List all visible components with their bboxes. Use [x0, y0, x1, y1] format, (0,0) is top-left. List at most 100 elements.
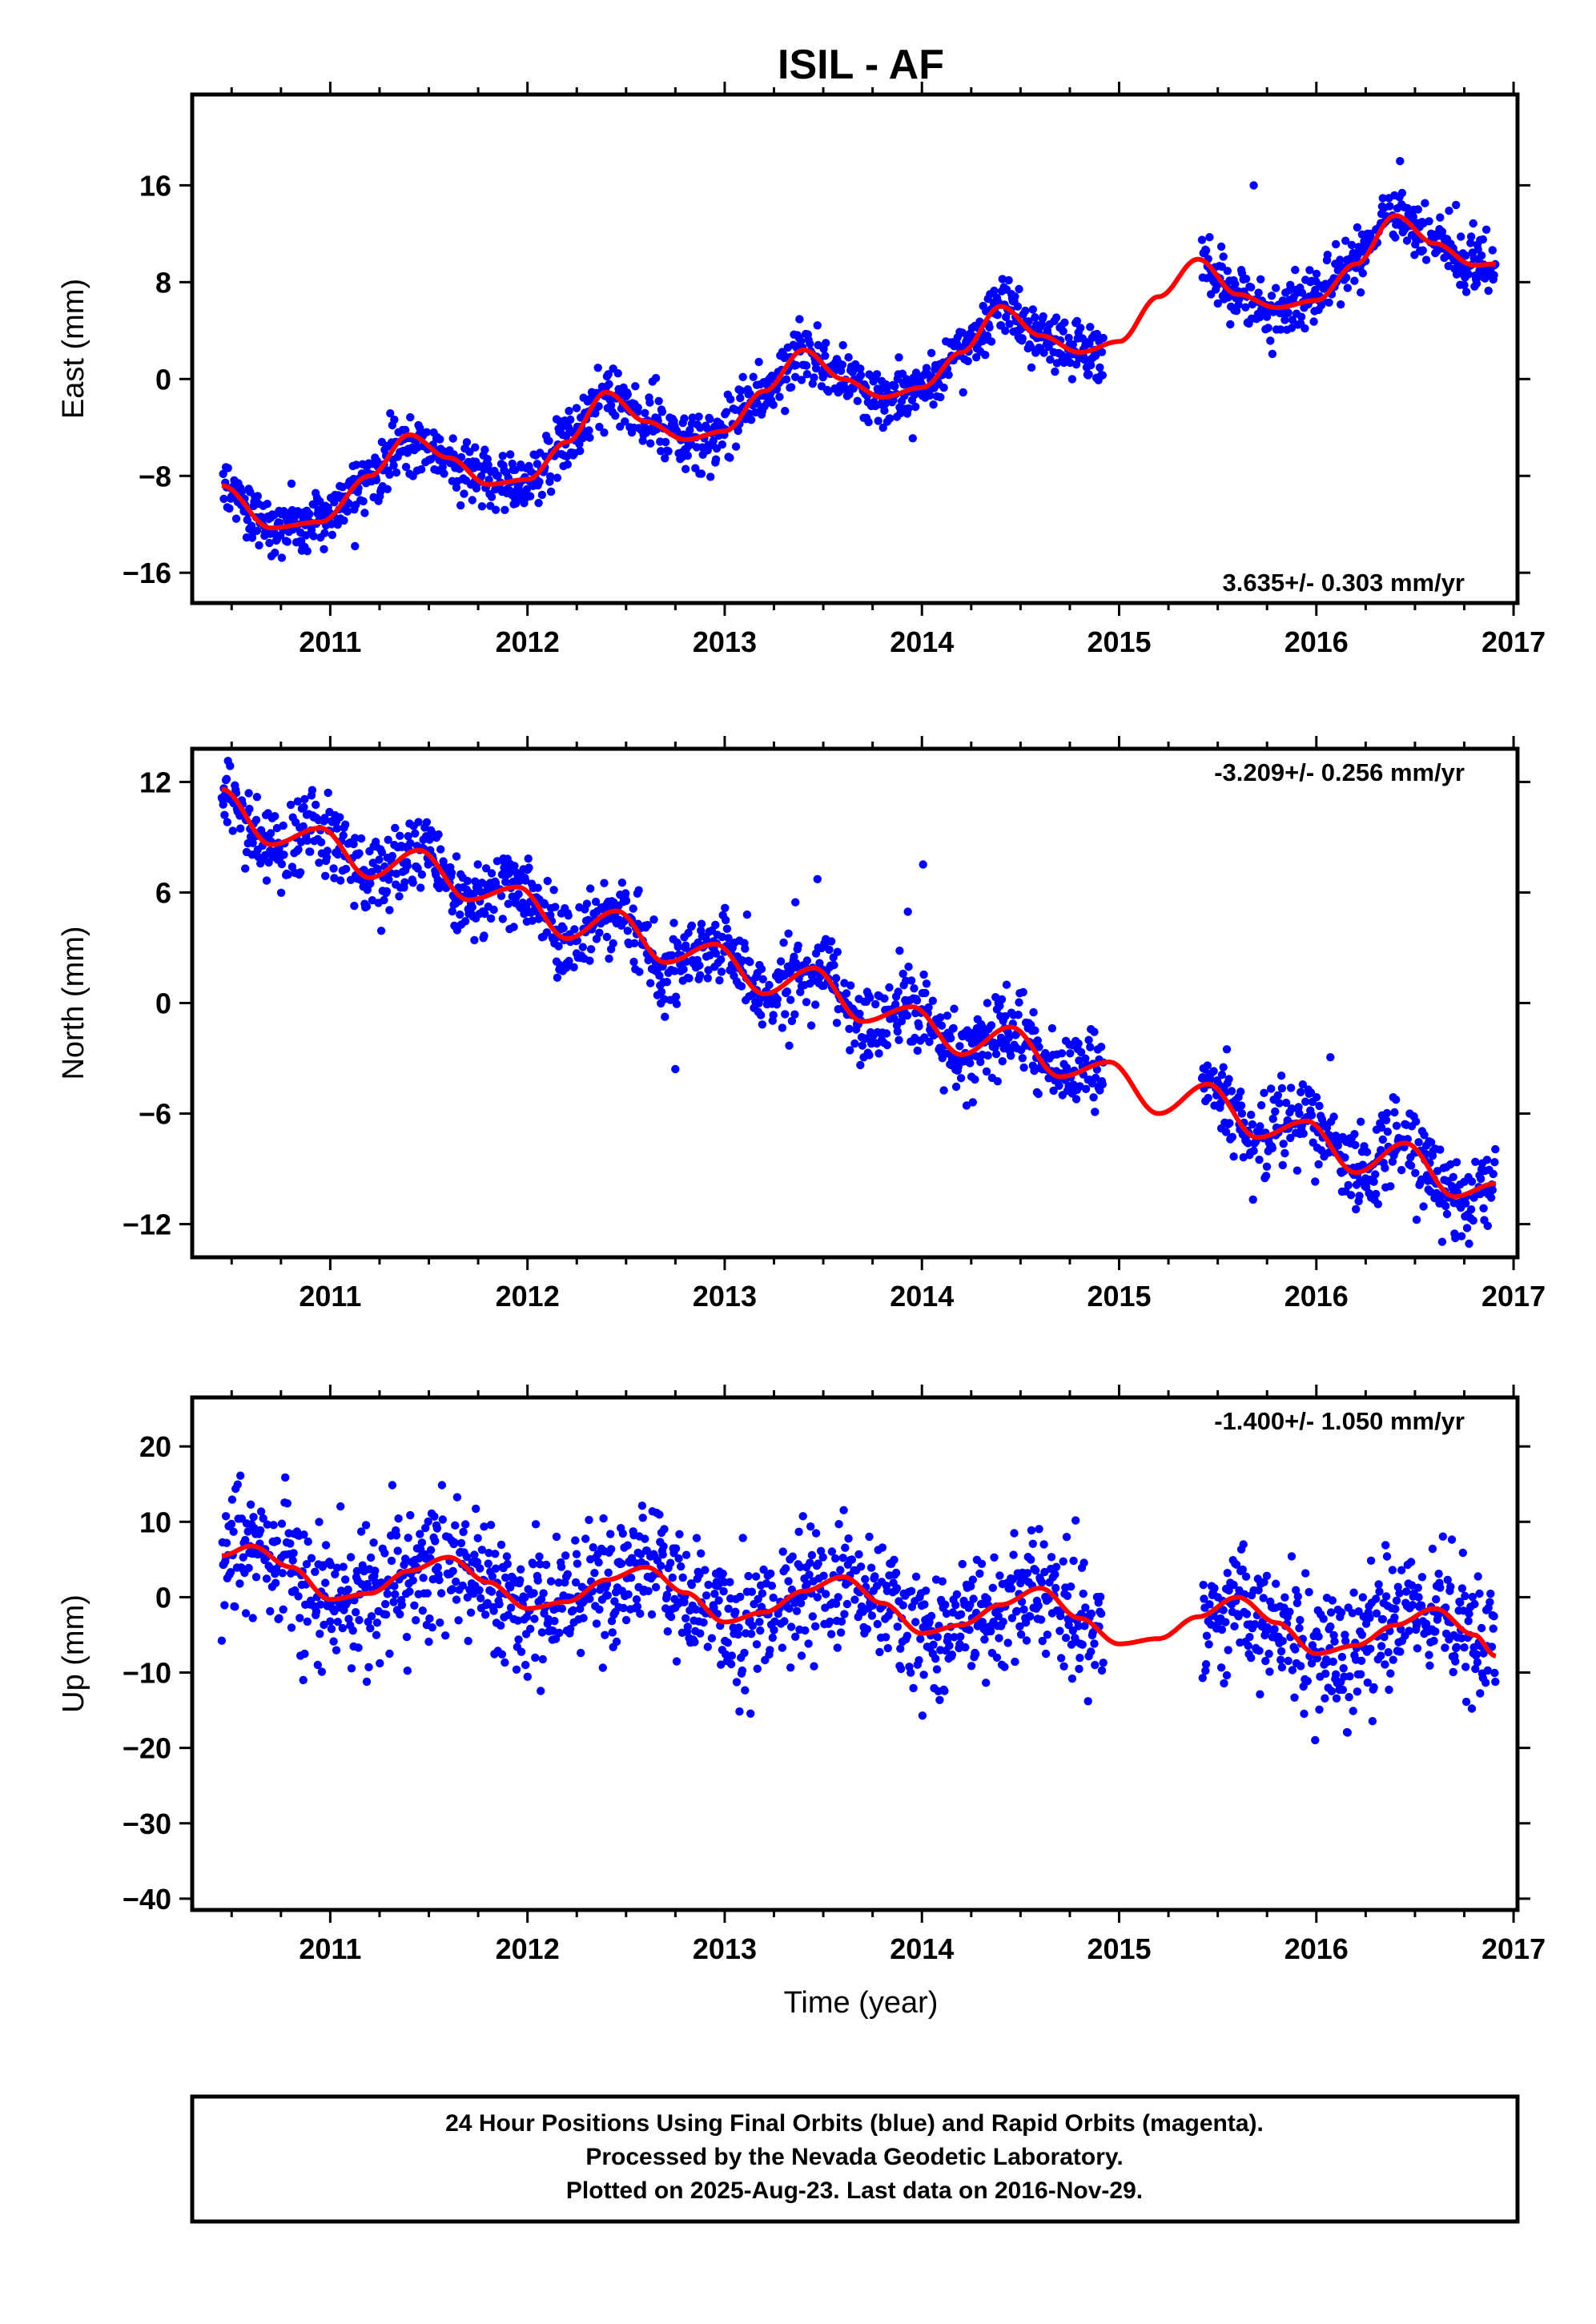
data-point [1230, 1622, 1239, 1631]
data-point [629, 957, 638, 967]
data-point [952, 1590, 962, 1599]
data-point [395, 892, 404, 901]
data-point [389, 461, 398, 470]
data-point [746, 1709, 755, 1718]
data-point [355, 849, 364, 858]
data-point [1338, 1685, 1348, 1695]
data-point [470, 1550, 479, 1559]
data-point [1488, 1185, 1498, 1195]
data-point [219, 469, 227, 478]
data-point [477, 1546, 487, 1554]
data-point [1385, 202, 1394, 211]
data-point [380, 1549, 389, 1558]
data-point [448, 434, 457, 443]
data-point [581, 1534, 590, 1543]
data-point [659, 1542, 668, 1551]
data-point [456, 910, 464, 919]
data-point [1407, 1581, 1417, 1590]
data-point [1346, 1191, 1356, 1200]
data-point [907, 1668, 915, 1677]
data-point [920, 1600, 929, 1609]
data-point [907, 1586, 916, 1596]
data-point [1055, 1626, 1064, 1635]
data-point [1029, 1007, 1038, 1017]
data-point [641, 1534, 649, 1543]
data-point [1386, 1182, 1395, 1191]
data-point [530, 1614, 539, 1623]
data-point [945, 1641, 954, 1651]
data-point [711, 949, 721, 958]
data-point [727, 1651, 737, 1660]
data-point [1343, 1728, 1353, 1737]
data-point [987, 1021, 996, 1030]
data-point [1341, 1630, 1349, 1639]
data-point [471, 443, 480, 452]
data-point [756, 1626, 765, 1635]
data-point [999, 1618, 1007, 1626]
data-point [1291, 265, 1300, 275]
data-point [225, 504, 234, 513]
data-point [323, 846, 332, 855]
data-point [1056, 1611, 1065, 1621]
data-point [1096, 1609, 1106, 1618]
data-point [814, 1559, 822, 1568]
data-point [1406, 1161, 1416, 1170]
data-point [636, 1609, 645, 1618]
data-point [1286, 1084, 1296, 1092]
data-point [450, 1538, 459, 1547]
data-point [1296, 1615, 1305, 1625]
data-point [1374, 1580, 1383, 1589]
data-point [484, 460, 492, 469]
data-point [674, 1554, 683, 1563]
data-point [1261, 1172, 1271, 1180]
data-point [1301, 1569, 1310, 1578]
data-point [486, 1521, 496, 1530]
data-point [1197, 235, 1207, 244]
data-point [787, 1016, 797, 1026]
data-point [619, 1603, 628, 1613]
data-point [1060, 318, 1069, 327]
data-point [338, 1623, 347, 1633]
data-point [1362, 1148, 1372, 1156]
data-point [792, 1606, 802, 1615]
data-point [971, 1075, 979, 1084]
data-point [528, 916, 537, 925]
data-point [1247, 1654, 1256, 1663]
x-tick-label: 2011 [299, 625, 361, 658]
velocity-label: -3.209+/- 0.256 mm/yr [1214, 758, 1465, 786]
data-point [286, 800, 295, 810]
data-point [943, 1011, 952, 1020]
data-point [585, 433, 594, 442]
data-point [735, 1707, 744, 1716]
data-point [1332, 1694, 1341, 1703]
data-point [1276, 1072, 1286, 1080]
data-point [747, 1587, 757, 1596]
data-point [1047, 1553, 1056, 1562]
data-point [382, 887, 392, 896]
data-point [491, 505, 501, 514]
data-point [746, 389, 754, 398]
data-point [606, 1530, 615, 1538]
data-point [1314, 1160, 1323, 1169]
data-point [1007, 1614, 1017, 1622]
data-point [1072, 316, 1082, 326]
data-point [794, 941, 802, 951]
data-point [375, 855, 384, 864]
data-point [1055, 1081, 1063, 1091]
data-point [438, 463, 447, 472]
data-point [506, 1583, 515, 1592]
data-point [248, 838, 257, 848]
data-point [309, 532, 318, 541]
data-point [969, 1594, 978, 1603]
data-point [998, 1057, 1007, 1066]
data-point [493, 471, 502, 480]
y-tick-label: −40 [123, 1883, 171, 1916]
data-point [506, 450, 515, 459]
data-point [995, 1571, 1004, 1580]
data-point [1392, 1121, 1401, 1131]
data-point [336, 876, 345, 885]
data-point [1227, 1087, 1236, 1096]
data-point [1221, 1618, 1230, 1626]
data-point [910, 984, 919, 993]
data-point [856, 371, 866, 380]
